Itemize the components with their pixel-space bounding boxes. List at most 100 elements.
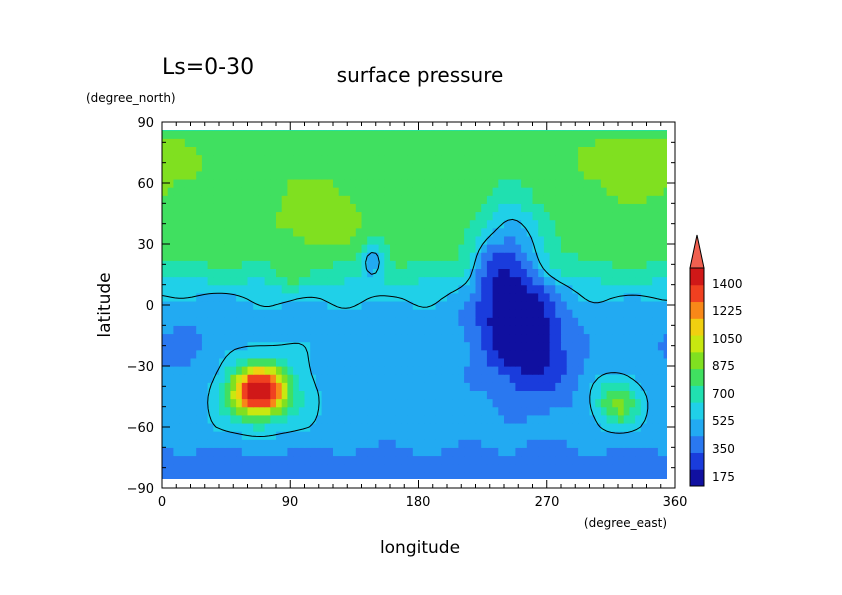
- heatmap-cell: [458, 349, 465, 359]
- heatmap-cell: [173, 162, 180, 172]
- heatmap-cell: [629, 219, 636, 229]
- heatmap-cell: [190, 406, 197, 416]
- heatmap-cell: [646, 325, 653, 335]
- heatmap-cell: [230, 349, 237, 359]
- heatmap-cell: [595, 154, 602, 164]
- heatmap-cell: [179, 284, 186, 294]
- heatmap-cell: [657, 406, 665, 416]
- heatmap-cell: [253, 439, 260, 448]
- heatmap-cell: [338, 187, 345, 196]
- heatmap-cell: [219, 333, 226, 343]
- heatmap-cell: [258, 195, 266, 204]
- y-axis-title: latitude: [95, 272, 115, 337]
- heatmap-cell: [179, 480, 185, 489]
- heatmap-cell: [657, 357, 665, 367]
- heatmap-cell: [207, 309, 214, 318]
- heatmap-cell: [606, 276, 613, 286]
- heatmap-cell: [663, 276, 667, 286]
- heatmap-cell: [549, 309, 556, 318]
- heatmap-cell: [595, 146, 602, 156]
- heatmap-cell: [207, 260, 214, 269]
- heatmap-cell: [618, 406, 625, 416]
- heatmap-cell: [595, 382, 602, 391]
- heatmap-cell: [196, 414, 203, 424]
- heatmap-cell: [367, 219, 374, 229]
- heatmap-cell: [412, 439, 420, 448]
- heatmap-cell: [469, 260, 477, 269]
- heatmap-cell: [498, 341, 505, 351]
- heatmap-cell: [475, 187, 482, 196]
- heatmap-cell: [498, 333, 505, 343]
- heatmap-cell: [281, 309, 288, 318]
- heatmap-cell: [298, 268, 306, 278]
- heatmap-cell: [236, 284, 243, 294]
- heatmap-cell: [287, 382, 294, 391]
- heatmap-cell: [629, 463, 636, 473]
- heatmap-cell: [304, 154, 311, 164]
- heatmap-cell: [418, 431, 425, 440]
- heatmap-cell: [333, 398, 340, 408]
- heatmap-cell: [498, 325, 505, 335]
- heatmap-cell: [201, 341, 209, 351]
- heatmap-cell: [367, 235, 374, 245]
- heatmap-cell: [481, 260, 488, 269]
- heatmap-cell: [344, 292, 351, 302]
- heatmap-cell: [561, 252, 568, 261]
- heatmap-cell: [533, 480, 539, 489]
- heatmap-cell: [452, 357, 459, 367]
- heatmap-cell: [418, 341, 425, 351]
- heatmap-cell: [481, 219, 488, 229]
- heatmap-cell: [281, 300, 288, 310]
- heatmap-cell: [344, 260, 351, 269]
- heatmap-cell: [504, 146, 511, 156]
- heatmap-cell: [509, 130, 516, 131]
- heatmap-cell: [555, 268, 562, 278]
- heatmap-cell: [321, 235, 328, 245]
- heatmap-cell: [184, 211, 192, 221]
- heatmap-cell: [384, 406, 391, 416]
- heatmap-cell: [578, 138, 585, 147]
- heatmap-cell: [566, 349, 573, 359]
- heatmap-cell: [236, 390, 243, 400]
- heatmap-cell: [350, 162, 357, 172]
- heatmap-cell: [196, 317, 203, 326]
- heatmap-cell: [258, 309, 266, 318]
- heatmap-cell: [612, 252, 619, 261]
- heatmap-cell: [623, 398, 630, 408]
- heatmap-cell: [315, 406, 323, 416]
- heatmap-cell: [452, 414, 459, 424]
- heatmap-cell: [447, 130, 454, 131]
- heatmap-cell: [333, 146, 340, 156]
- heatmap-cell: [241, 211, 249, 221]
- heatmap-cell: [213, 431, 220, 440]
- heatmap-cell: [179, 130, 186, 139]
- heatmap-cell: [236, 406, 243, 416]
- heatmap-cell: [367, 146, 374, 156]
- heatmap-cell: [429, 463, 437, 473]
- heatmap-cell: [350, 300, 357, 310]
- heatmap-cell: [412, 333, 420, 343]
- heatmap-cell: [469, 170, 477, 180]
- heatmap-cell: [492, 162, 499, 172]
- heatmap-cell: [549, 300, 556, 310]
- heatmap-cell: [612, 382, 619, 391]
- heatmap-cell: [412, 431, 420, 440]
- heatmap-cell: [498, 455, 505, 465]
- heatmap-cell: [543, 341, 551, 351]
- heatmap-cell: [253, 138, 260, 147]
- heatmap-cell: [270, 154, 277, 164]
- heatmap-cell: [606, 284, 613, 294]
- heatmap-cell: [447, 219, 454, 229]
- heatmap-cell: [464, 439, 471, 448]
- heatmap-cell: [640, 390, 648, 400]
- heatmap-cell: [492, 284, 499, 294]
- heatmap-cell: [367, 187, 374, 196]
- heatmap-cell: [504, 374, 511, 383]
- heatmap-cell: [458, 398, 465, 408]
- heatmap-cell: [390, 260, 397, 269]
- heatmap-cell: [179, 341, 186, 351]
- heatmap-cell: [310, 300, 317, 310]
- heatmap-cell: [663, 211, 667, 221]
- heatmap-cell: [583, 390, 591, 400]
- heatmap-cell: [583, 382, 591, 391]
